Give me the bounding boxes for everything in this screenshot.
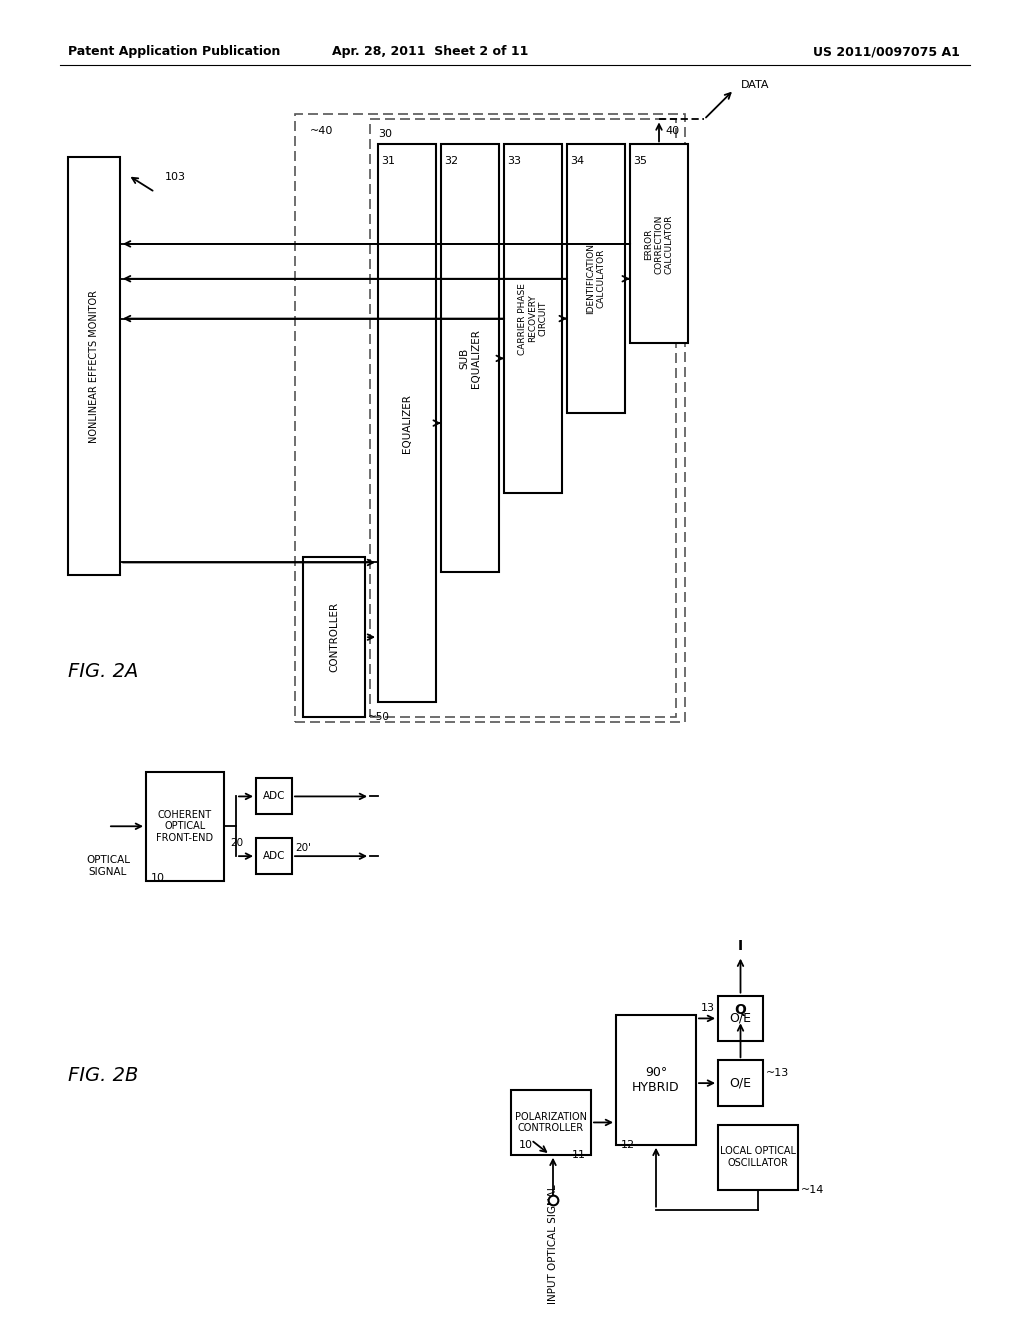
Bar (378, 144, 436, 702)
Bar (370, 120, 676, 717)
Text: 32: 32 (444, 156, 458, 166)
Text: 30: 30 (378, 129, 392, 140)
Text: EQUALIZER: EQUALIZER (402, 393, 412, 453)
Text: ~40: ~40 (310, 127, 334, 136)
Text: ADC: ADC (263, 792, 286, 801)
Bar (718, 1125, 798, 1189)
Text: 10: 10 (151, 873, 165, 883)
Text: 90°
HYBRID: 90° HYBRID (632, 1067, 680, 1094)
Text: CONTROLLER: CONTROLLER (329, 602, 339, 672)
Bar (295, 115, 685, 722)
Text: IDENTIFICATION
CALCULATOR: IDENTIFICATION CALCULATOR (587, 243, 606, 314)
Text: 11: 11 (572, 1150, 586, 1160)
Bar (303, 557, 365, 717)
Text: O/E: O/E (729, 1077, 752, 1089)
Text: COHERENT
OPTICAL
FRONT-END: COHERENT OPTICAL FRONT-END (157, 809, 214, 843)
Bar (511, 1090, 591, 1155)
Text: 13: 13 (701, 1003, 715, 1014)
Text: I: I (738, 939, 743, 953)
Text: 20: 20 (230, 838, 243, 849)
Bar (68, 157, 120, 576)
Text: INPUT OPTICAL SIGNAL: INPUT OPTICAL SIGNAL (548, 1184, 558, 1304)
Text: OPTICAL
SIGNAL: OPTICAL SIGNAL (86, 855, 130, 876)
Text: 103: 103 (165, 172, 185, 182)
Text: NONLINEAR EFFECTS MONITOR: NONLINEAR EFFECTS MONITOR (89, 290, 99, 442)
Text: 33: 33 (507, 156, 521, 166)
Bar (630, 144, 688, 343)
Bar (616, 1015, 696, 1144)
Text: LOCAL OPTICAL
OSCILLATOR: LOCAL OPTICAL OSCILLATOR (720, 1147, 796, 1168)
Text: Apr. 28, 2011  Sheet 2 of 11: Apr. 28, 2011 Sheet 2 of 11 (332, 45, 528, 58)
Text: 34: 34 (570, 156, 584, 166)
Bar (567, 144, 625, 413)
Text: 31: 31 (381, 156, 395, 166)
Text: ADC: ADC (263, 851, 286, 861)
Text: ~50: ~50 (368, 711, 390, 722)
Text: ERROR
CORRECTION
CALCULATOR: ERROR CORRECTION CALCULATOR (644, 214, 674, 273)
Bar (718, 995, 763, 1041)
Text: DATA: DATA (741, 79, 769, 90)
Text: ~14: ~14 (801, 1184, 824, 1195)
Text: POLARIZATION
CONTROLLER: POLARIZATION CONTROLLER (515, 1111, 587, 1134)
Bar (146, 771, 224, 880)
Text: 40: 40 (666, 127, 680, 136)
Text: 20': 20' (295, 843, 311, 853)
Text: CARRIER PHASE
RECOVERY
CIRCUIT: CARRIER PHASE RECOVERY CIRCUIT (518, 282, 548, 355)
Text: 35: 35 (633, 156, 647, 166)
Text: FIG. 2B: FIG. 2B (68, 1065, 138, 1085)
Bar (441, 144, 499, 573)
Text: O/E: O/E (729, 1012, 752, 1024)
Text: Q: Q (734, 1003, 746, 1018)
Text: ~13: ~13 (766, 1068, 790, 1078)
Bar (718, 1060, 763, 1106)
Text: SUB
EQUALIZER: SUB EQUALIZER (459, 329, 481, 388)
Text: 12: 12 (621, 1140, 635, 1150)
Bar (256, 779, 292, 814)
Bar (256, 838, 292, 874)
Text: US 2011/0097075 A1: US 2011/0097075 A1 (813, 45, 961, 58)
Text: 10: 10 (519, 1140, 534, 1150)
Text: Patent Application Publication: Patent Application Publication (68, 45, 281, 58)
Text: FIG. 2A: FIG. 2A (68, 663, 138, 681)
Bar (504, 144, 562, 492)
